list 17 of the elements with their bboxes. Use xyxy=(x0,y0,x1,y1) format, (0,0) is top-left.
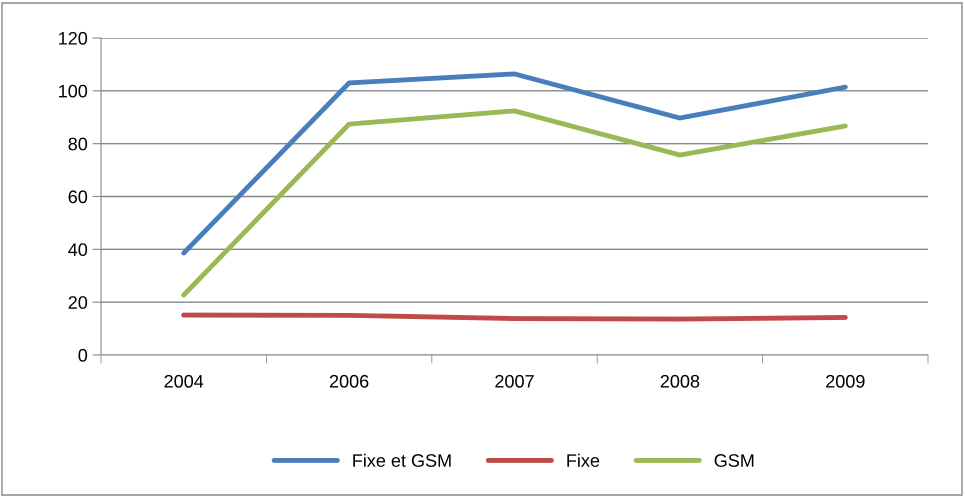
y-tick-label: 80 xyxy=(68,138,88,150)
y-tick-label: 0 xyxy=(78,348,88,362)
x-tick-label: 2006 xyxy=(330,374,368,388)
y-tick-label: 100 xyxy=(59,84,88,98)
y-tick-label: 60 xyxy=(68,190,88,204)
legend-label: GSM xyxy=(714,454,754,467)
x-tick-label: 2004 xyxy=(164,374,204,388)
y-tick-label: 40 xyxy=(68,243,88,256)
line-series xyxy=(181,108,848,298)
line-series xyxy=(181,71,848,256)
legend-label: Fixe et GSM xyxy=(353,454,451,467)
x-tick-label: 2007 xyxy=(495,374,534,388)
y-tick-label: 120 xyxy=(59,32,88,45)
legend-label: Fixe xyxy=(567,454,600,467)
x-tick-label: 2008 xyxy=(660,374,700,388)
x-tick-label: 2009 xyxy=(826,374,865,388)
y-tick-label: 20 xyxy=(68,296,88,309)
